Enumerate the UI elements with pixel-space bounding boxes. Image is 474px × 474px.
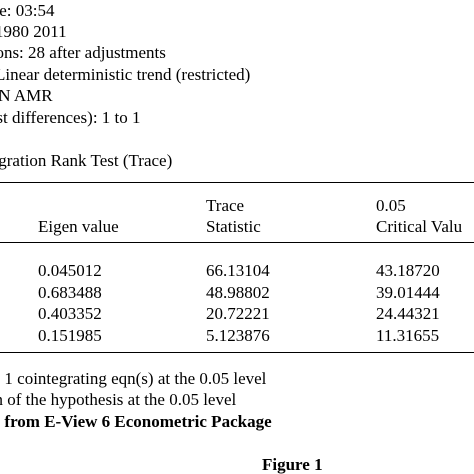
cell-trace: 20.72221 xyxy=(206,304,270,323)
cell-trace: 66.13104 xyxy=(206,261,270,280)
cell-trace: 48.98802 xyxy=(206,283,270,302)
header-line-observations: tions: 28 after adjustments xyxy=(0,43,166,62)
cell-crit: 24.44321 xyxy=(376,304,440,323)
table-top-rule xyxy=(0,182,474,183)
cell-crit: 39.01444 xyxy=(376,283,440,302)
header-line-trend: : Linear deterministic trend (restricted… xyxy=(0,65,251,84)
col-header-crit-top: 0.05 xyxy=(376,196,406,215)
figure-label: Figure 1 xyxy=(262,455,323,474)
col-header-crit-bottom: Critical Valu xyxy=(376,217,463,236)
header-line-lags: irst differences): 1 to 1 xyxy=(0,108,141,127)
source-note: es from E-View 6 Econometric Package xyxy=(0,412,272,431)
test-title: tegration Rank Test (Trace) xyxy=(0,151,173,170)
header-line-time: me: 03:54 xyxy=(0,1,55,20)
cell-crit: 11.31655 xyxy=(376,326,440,345)
col-header-trace-bottom: Statistic xyxy=(206,217,261,236)
cell-eigen: 0.683488 xyxy=(38,283,102,302)
table-bottom-rule xyxy=(0,352,474,353)
note-rejection: on of the hypothesis at the 0.05 level xyxy=(0,390,237,409)
cell-trace: 5.123876 xyxy=(206,326,270,345)
col-header-trace-top: Trace xyxy=(206,196,245,215)
header-line-series: KN AMR xyxy=(0,86,53,105)
note-cointegrating: es 1 cointegrating eqn(s) at the 0.05 le… xyxy=(0,369,267,388)
cell-eigen: 0.151985 xyxy=(38,326,102,345)
cell-crit: 43.18720 xyxy=(376,261,440,280)
cell-eigen: 0.045012 xyxy=(38,261,102,280)
cell-eigen: 0.403352 xyxy=(38,304,102,323)
table-header-rule xyxy=(0,242,474,243)
col-header-eigen: Eigen value xyxy=(38,217,119,236)
header-line-sample: : 1980 2011 xyxy=(0,22,67,41)
